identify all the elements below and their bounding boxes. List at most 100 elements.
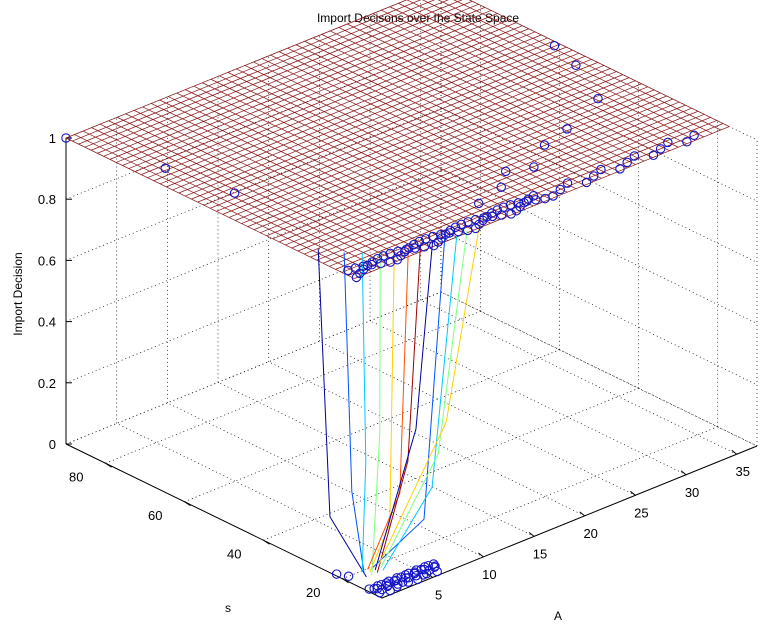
- surface-mesh-line: [197, 49, 573, 203]
- data-point: [487, 211, 498, 222]
- y-tick-label: 80: [69, 469, 83, 484]
- data-point: [423, 560, 433, 571]
- x-tick: [630, 490, 636, 496]
- grid-lines: [65, 0, 758, 599]
- surface-mesh-line: [172, 37, 548, 191]
- surface-mesh-line: [166, 34, 542, 188]
- surface-mesh-line: [235, 68, 611, 221]
- data-point: [528, 191, 539, 201]
- x-tick: [528, 531, 535, 537]
- wall-grid-z: [65, 291, 442, 445]
- wall-grid-z: [440, 291, 758, 447]
- floor-grid-a: [319, 340, 636, 496]
- floor-grid-a: [420, 299, 737, 455]
- surface-mesh-line: [128, 16, 504, 169]
- data-point: [596, 164, 606, 175]
- data-point: [396, 572, 406, 582]
- y-tick-label: 20: [306, 585, 320, 600]
- data-point: [571, 60, 581, 71]
- z-tick-label: 0.4: [38, 315, 56, 330]
- data-point: [562, 124, 572, 134]
- data-point: [496, 182, 506, 193]
- data-point: [492, 205, 503, 215]
- surface-mesh-line: [147, 25, 523, 179]
- surface-mesh-line: [266, 83, 642, 237]
- surface-mesh-line: [253, 77, 630, 230]
- data-point: [487, 208, 497, 218]
- data-points: [61, 41, 699, 598]
- surface-mesh-line: [329, 113, 705, 267]
- data-point: [384, 576, 394, 586]
- data-point: [629, 151, 640, 161]
- z-tick-label: 0.6: [38, 253, 56, 268]
- data-point: [420, 234, 431, 244]
- wall-grid-z: [440, 169, 758, 324]
- surface-mesh-line: [278, 89, 655, 243]
- x-tick-label: 25: [634, 505, 648, 520]
- import-surface: [65, 0, 730, 279]
- y-tick: [342, 578, 349, 584]
- x-tick: [478, 552, 484, 558]
- x-tick-label: 35: [735, 464, 749, 479]
- wall-grid-z: [65, 169, 442, 322]
- data-point: [588, 171, 599, 181]
- surface-mesh-line: [90, 0, 463, 151]
- transition-line: [374, 241, 434, 571]
- data-point: [409, 567, 420, 577]
- data-point: [529, 162, 539, 172]
- surface-mesh-line: [272, 86, 649, 240]
- wall-grid-z: [440, 46, 758, 202]
- floor-grid-a: [369, 320, 687, 476]
- surface-mesh-line: [141, 22, 517, 176]
- x-tick-label: 15: [533, 546, 547, 561]
- surface-mesh-line: [72, 0, 422, 142]
- data-point: [622, 157, 632, 168]
- surface-mesh-line: [159, 31, 536, 185]
- surface-mesh-line: [310, 104, 686, 258]
- wall-grid-z: [440, 108, 758, 263]
- data-point: [615, 164, 625, 174]
- z-axis-label: Import Decision: [11, 252, 25, 335]
- data-point: [404, 243, 414, 253]
- surface-mesh-line: [304, 101, 680, 255]
- data-point: [549, 41, 560, 51]
- transition-line: [371, 251, 381, 575]
- data-point: [500, 166, 511, 177]
- floor-grid-a: [217, 382, 535, 537]
- floor-grid-s: [184, 349, 560, 503]
- transition-line: [367, 247, 409, 570]
- floor-grid-a: [167, 402, 484, 558]
- transition-line: [380, 230, 468, 568]
- surface-mesh-line: [103, 3, 479, 157]
- x-tick-label: 30: [685, 485, 699, 500]
- x-tick-label: 10: [482, 567, 496, 582]
- x-tick-labels: 5 10 15 20 25 30 35: [435, 464, 750, 602]
- surface-mesh-line: [260, 80, 636, 234]
- surface-mesh-line: [210, 55, 586, 209]
- transition-lines: [317, 227, 480, 578]
- data-point: [539, 140, 550, 150]
- data-point: [61, 133, 71, 143]
- z-tick-label: 1: [49, 131, 56, 146]
- surface-mesh-line: [78, 0, 436, 145]
- surface-mesh-line: [222, 62, 598, 215]
- y-tick-label: 40: [227, 546, 241, 561]
- data-point: [655, 144, 666, 154]
- data-point: [401, 244, 411, 255]
- surface-mesh-line: [178, 40, 554, 194]
- data-point: [473, 198, 484, 209]
- y-tick: [263, 539, 270, 545]
- transition-line: [378, 227, 480, 566]
- x-tick-label: 5: [435, 587, 442, 602]
- data-point: [331, 569, 342, 579]
- wall-grid-z: [65, 108, 442, 261]
- transition-line: [343, 252, 365, 575]
- surface-mesh-line: [322, 110, 699, 264]
- surface-mesh-line: [122, 13, 498, 166]
- data-point: [562, 178, 573, 188]
- y-tick-labels: 20 40 60 80: [69, 469, 320, 600]
- x-tick: [579, 511, 586, 517]
- wall-grid-z: [65, 230, 442, 384]
- data-point: [581, 177, 592, 188]
- data-point: [229, 188, 240, 198]
